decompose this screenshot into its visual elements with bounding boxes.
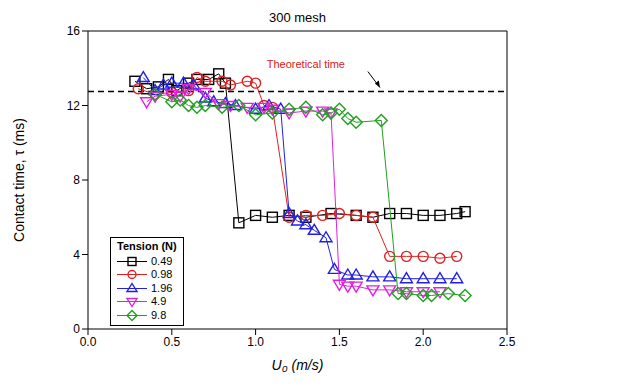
- svg-text:1.5: 1.5: [331, 335, 348, 349]
- svg-text:1.0: 1.0: [247, 335, 264, 349]
- html-text:1.96: 1.96: [151, 281, 173, 294]
- svg-text:0.0: 0.0: [80, 335, 97, 349]
- html-text:Tension (N): Tension (N): [117, 240, 177, 252]
- svg-text:4: 4: [73, 248, 80, 262]
- svg-text:0: 0: [73, 322, 80, 336]
- svg-text:12: 12: [67, 99, 81, 113]
- svg-text:0.5: 0.5: [163, 335, 180, 349]
- svg-text:Theoretical time: Theoretical time: [267, 58, 345, 70]
- html-text:9.8: 9.8: [151, 308, 167, 321]
- svg-text:16: 16: [67, 24, 81, 38]
- svg-text:2.0: 2.0: [415, 335, 432, 349]
- html-text:0.49: 0.49: [151, 254, 173, 267]
- html-text:0.98: 0.98: [151, 268, 173, 280]
- svg-text:Contact time, τ (ms): Contact time, τ (ms): [11, 118, 27, 242]
- svg-text:8: 8: [73, 173, 80, 187]
- html-text:4.9: 4.9: [151, 295, 167, 307]
- svg-text:U₀ (m/s): U₀ (m/s): [272, 357, 324, 373]
- svg-text:300 mesh: 300 mesh: [269, 10, 326, 25]
- svg-text:2.5: 2.5: [499, 335, 516, 349]
